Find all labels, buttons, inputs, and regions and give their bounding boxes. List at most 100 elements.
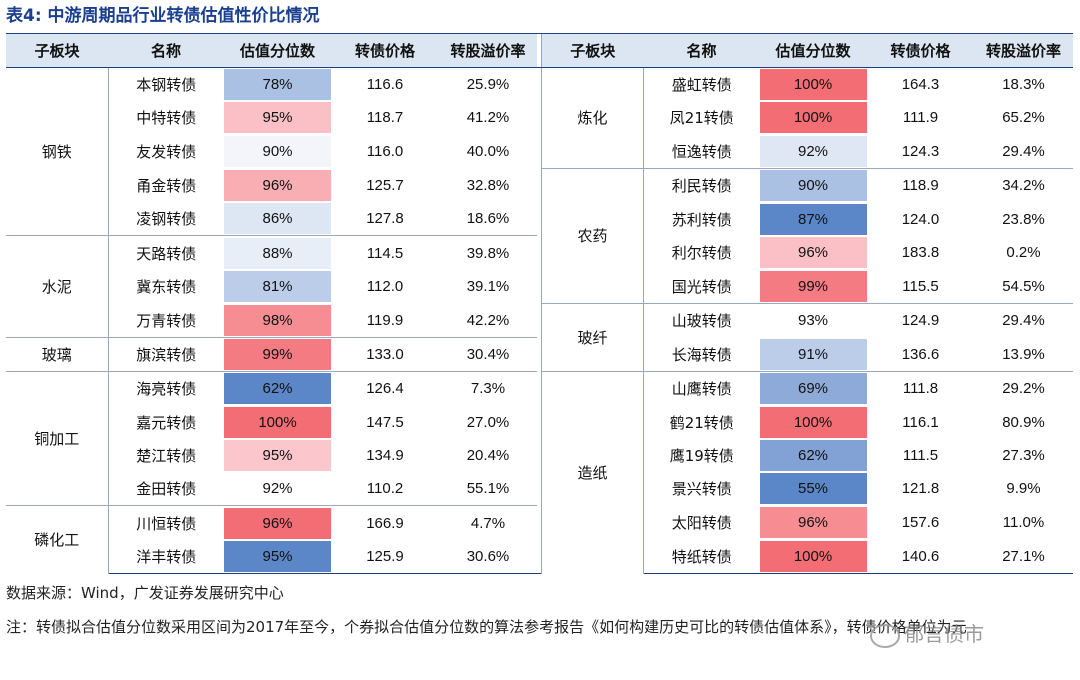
bond-name: 川恒转债: [136, 514, 197, 533]
price-cell: 127.8: [331, 202, 439, 237]
percentile-cell: 92%: [759, 134, 867, 169]
price-cell: 116.0: [366, 142, 404, 160]
percentile-value: 96%: [224, 507, 331, 539]
premium-cell: 42.2%: [439, 303, 537, 338]
percentile-cell: 96%: [224, 506, 331, 540]
percentile-cell: 93%: [759, 304, 867, 338]
sector-cell: 水泥: [6, 235, 109, 338]
sector-cell: 造纸: [541, 371, 644, 574]
price-cell: 124.9: [901, 312, 940, 330]
percentile-cell: 62%: [224, 372, 331, 406]
table-row: 铜加工 海亮转债 62% 126.4 7.3% 造纸 山鹰转债 69% 111.8 29.2%: [6, 371, 1073, 574]
header-name: 名称: [643, 33, 760, 68]
percentile-value: 91%: [759, 338, 867, 370]
price-cell: 118.9: [902, 177, 939, 195]
watermark: 郁言债市: [870, 618, 984, 648]
price-cell: 110.2: [331, 472, 439, 507]
bond-name: 冀东转债: [136, 278, 197, 297]
premium-cell: 32.8%: [466, 176, 510, 194]
percentile-value: 86%: [224, 203, 331, 235]
percentile-cell: 55%: [759, 472, 867, 506]
column-separator: [537, 168, 542, 203]
percentile-cell: 78%: [224, 68, 331, 102]
premium-cell: 40.0%: [466, 142, 510, 160]
column-separator: [537, 472, 542, 506]
column-separator: [537, 33, 542, 68]
header-sector: 子板块: [541, 33, 644, 68]
bond-name: 天路转债: [136, 244, 197, 263]
bond-name: 长海转债: [643, 337, 760, 373]
table-row: 磷化工 川恒转债 96% 166.9 4.7% 太阳转债 96% 157.6 11.0%: [6, 505, 1073, 574]
premium-cell: 80.9%: [1002, 413, 1045, 431]
header-percentile: 估值分位数: [759, 33, 867, 68]
column-separator: [537, 269, 542, 304]
percentile-cell: 92%: [224, 472, 331, 507]
premium-cell: 54.5%: [974, 269, 1073, 305]
bond-name: 鹤21转债: [669, 413, 734, 432]
premium-cell: 29.2%: [1002, 380, 1045, 398]
bond-name: 利尔转债: [671, 244, 732, 263]
percentile-value: 95%: [224, 102, 331, 134]
sector-cell: 玻璃: [6, 337, 109, 373]
premium-cell: 20.4%: [466, 446, 510, 464]
bond-name: 万青转债: [108, 303, 224, 338]
premium-cell: 30.4%: [439, 337, 537, 373]
header-percentile: 估值分位数: [224, 33, 331, 68]
bond-name: 特纸转债: [643, 539, 760, 574]
price-cell: 112.0: [366, 278, 404, 296]
percentile-cell: 96%: [224, 168, 331, 202]
percentile-value: 100%: [759, 406, 867, 438]
bond-name: 甬金转债: [136, 176, 197, 195]
premium-cell: 9.9%: [1006, 480, 1041, 498]
price-cell: 140.6: [866, 539, 975, 574]
column-separator: [537, 235, 542, 270]
price-cell: 115.5: [866, 269, 975, 305]
percentile-cell: 100%: [759, 101, 867, 134]
percentile-value: 93%: [759, 305, 867, 337]
price-cell: 116.6: [366, 76, 404, 94]
percentile-value: 100%: [759, 69, 867, 101]
percentile-value: 99%: [759, 270, 867, 302]
sector-cell: 钢铁: [6, 67, 109, 237]
percentile-value: 99%: [224, 339, 331, 371]
percentile-cell: 90%: [224, 135, 331, 169]
header-premium: 转股溢价率: [974, 33, 1073, 68]
bond-name: 金田转债: [108, 472, 224, 507]
price-cell: 124.0: [901, 210, 940, 228]
table-row: 友发转债 90% 116.0 40.0% 恒逸转债 92% 124.3 29.4%: [6, 134, 1073, 169]
percentile-cell: 90%: [759, 168, 867, 202]
table-title: 表4: 中游周期品行业转债估值性价比情况: [6, 6, 320, 26]
percentile-cell: 62%: [759, 439, 867, 472]
table-row: 洋丰转债 95% 125.9 30.6% 特纸转债 100% 140.6 27.1%: [6, 539, 1073, 574]
bond-name: 海亮转债: [136, 380, 197, 399]
premium-cell: 65.2%: [1002, 109, 1045, 127]
premium-cell: 27.1%: [974, 539, 1073, 574]
bond-name: 洋丰转债: [108, 539, 224, 574]
percentile-value: 87%: [759, 203, 867, 235]
price-cell: 125.7: [366, 176, 404, 194]
sector-cell: 铜加工: [6, 371, 109, 507]
price-cell: 114.5: [366, 244, 404, 262]
percentile-value: 96%: [224, 169, 331, 201]
price-cell: 124.3: [866, 134, 975, 169]
premium-cell: 39.1%: [466, 278, 510, 296]
premium-cell: 29.4%: [974, 134, 1073, 169]
table-row: 冀东转债 81% 112.0 39.1% 国光转债 99% 115.5 54.5%: [6, 269, 1073, 305]
bond-name: 本钢转债: [136, 76, 197, 95]
percentile-cell: 69%: [759, 372, 867, 406]
price-cell: 125.9: [331, 539, 439, 574]
column-separator: [537, 134, 542, 169]
footnote: 注：转债拟合估值分位数采用区间为2017年至今，个券拟合估值分位数的算法参考报告…: [6, 618, 967, 636]
bond-name: 友发转债: [136, 142, 197, 161]
column-separator: [537, 539, 542, 574]
premium-cell: 34.2%: [1002, 177, 1045, 195]
price-cell: 111.5: [902, 446, 939, 464]
bond-name: 中特转债: [136, 109, 197, 128]
sector-cell: 农药: [541, 168, 644, 305]
percentile-value: 92%: [224, 473, 331, 505]
bond-name: 凌钢转债: [108, 202, 224, 237]
table-row: 嘉元转债 100% 147.5 27.0% 鹤21转债 100% 116.1 80.9%: [6, 405, 1073, 439]
percentile-cell: 95%: [224, 539, 331, 574]
column-separator: [537, 371, 542, 406]
price-cell: 136.6: [866, 337, 975, 373]
